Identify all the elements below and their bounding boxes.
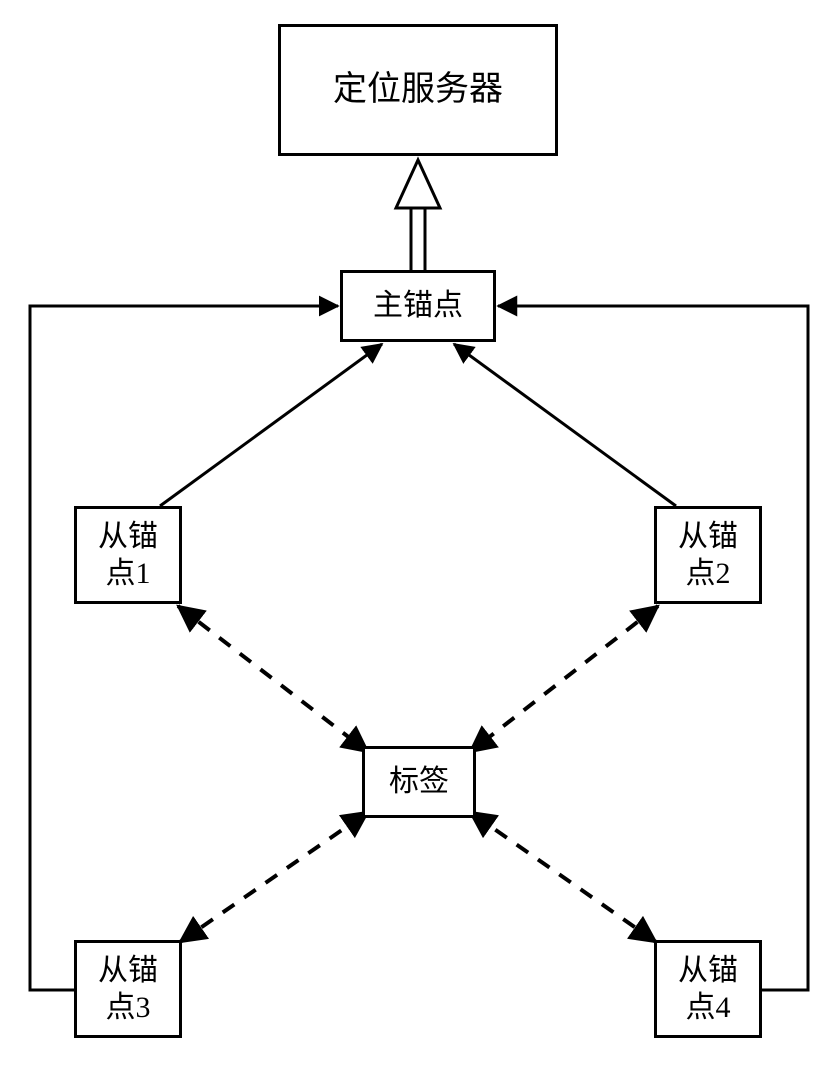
edge-slave4-to-master — [498, 306, 808, 990]
node-server: 定位服务器 — [278, 24, 558, 156]
node-slave3: 从锚 点3 — [74, 940, 182, 1038]
node-tag: 标签 — [362, 746, 476, 818]
edge-slave2-to-master — [454, 344, 676, 506]
node-slave4: 从锚 点4 — [654, 940, 762, 1038]
edge-slave1-to-master — [160, 344, 382, 506]
node-master: 主锚点 — [340, 270, 496, 342]
node-tag-label: 标签 — [389, 763, 449, 801]
node-slave3-label: 从锚 点3 — [98, 952, 158, 1027]
edge-slave3-to-master — [30, 306, 338, 990]
node-master-label: 主锚点 — [373, 287, 463, 325]
node-slave2-label: 从锚 点2 — [678, 518, 738, 593]
edge-slave1-tag — [178, 606, 368, 752]
diagram-canvas: 定位服务器 主锚点 从锚 点1 从锚 点2 标签 从锚 点3 从锚 点4 — [0, 0, 838, 1074]
edge-master-to-server — [396, 160, 440, 270]
node-server-label: 定位服务器 — [333, 69, 503, 112]
edge-slave2-tag — [470, 606, 658, 752]
edge-slave3-tag — [180, 812, 368, 942]
node-slave1-label: 从锚 点1 — [98, 518, 158, 593]
node-slave2: 从锚 点2 — [654, 506, 762, 604]
edge-slave4-tag — [470, 812, 656, 942]
node-slave1: 从锚 点1 — [74, 506, 182, 604]
node-slave4-label: 从锚 点4 — [678, 952, 738, 1027]
